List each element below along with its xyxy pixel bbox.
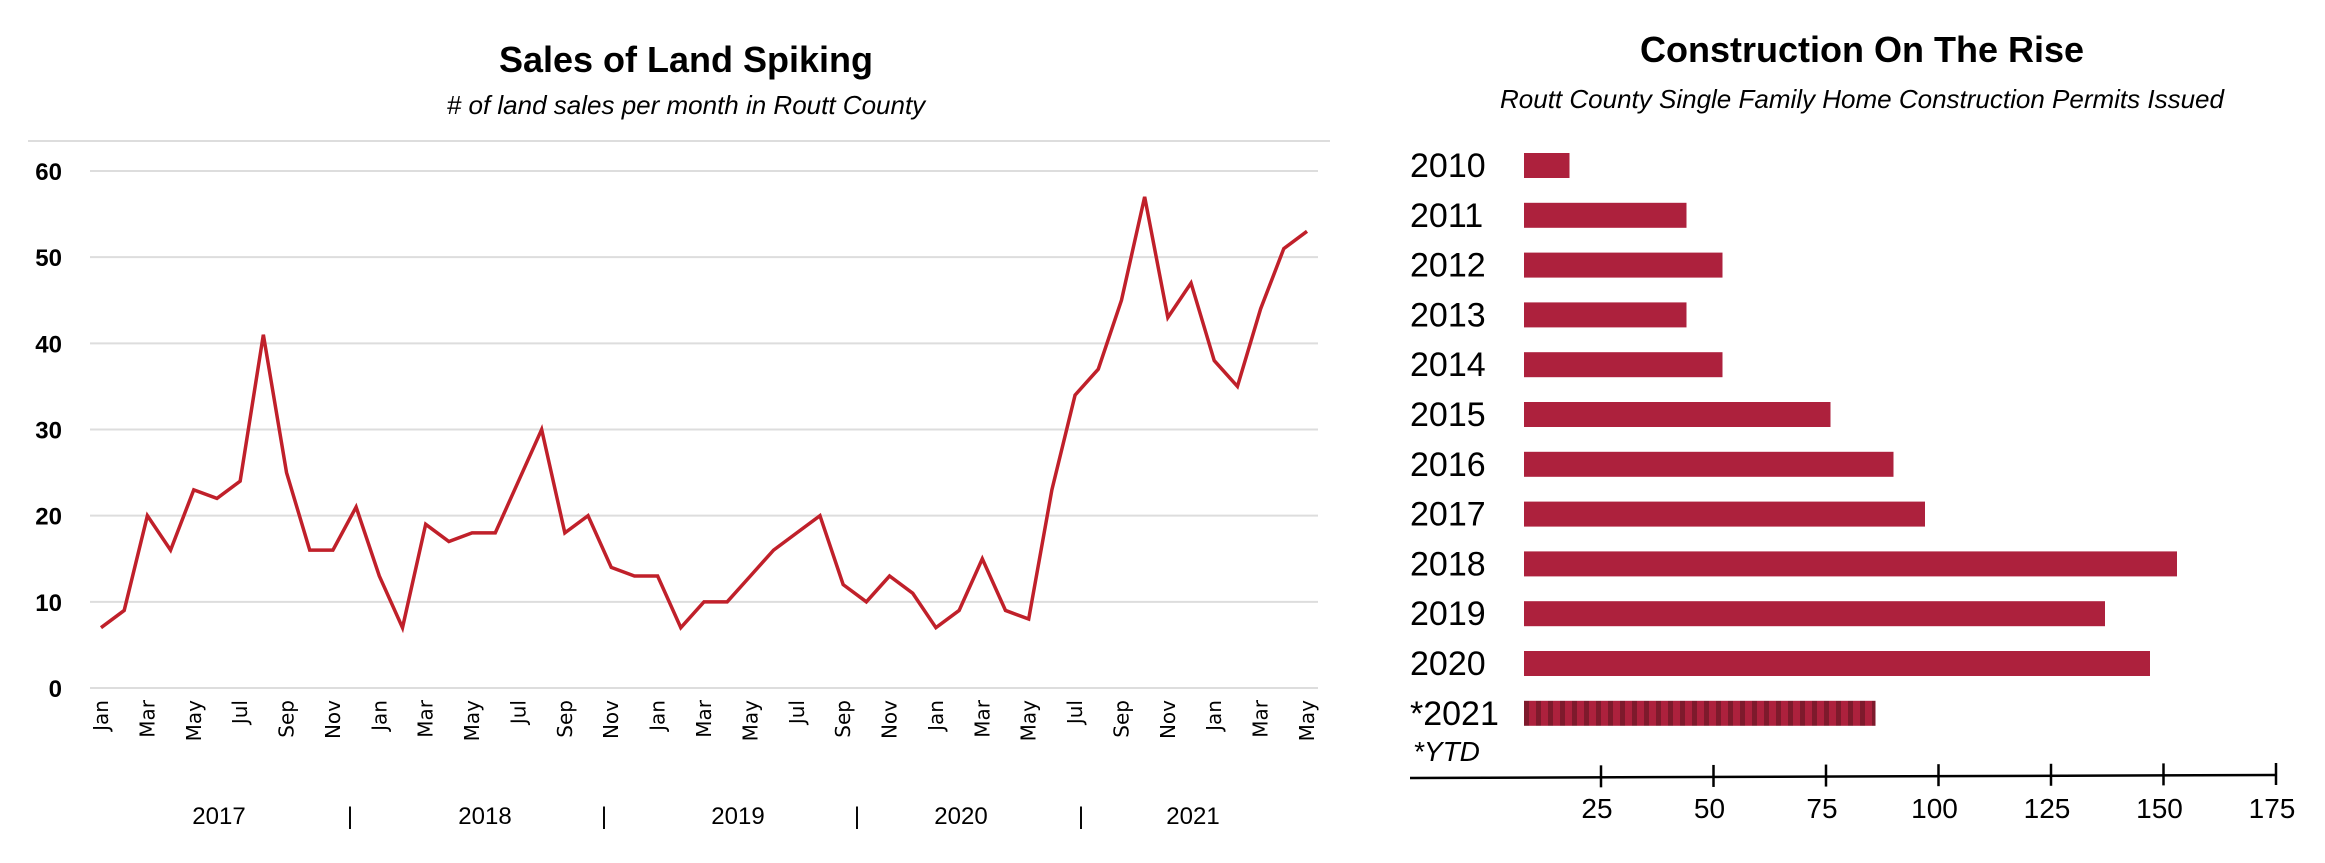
land-sales-chart: Sales of Land Spiking # of land sales pe… [28, 39, 1330, 830]
bar-category-label: 2017 [1410, 496, 1486, 534]
year-label: 2017 [192, 803, 245, 830]
year-separator: | [347, 803, 353, 830]
bar-category-label: 2016 [1410, 446, 1486, 484]
x-tick-label: 100 [1911, 793, 1958, 824]
x-tick-label: 50 [1694, 793, 1725, 824]
x-tick-label: Mar [135, 699, 159, 738]
year-label: 2018 [458, 803, 511, 830]
x-tick-label: Mar [970, 699, 994, 738]
x-tick-label: Nov [321, 700, 345, 739]
x-tick-label: Jan [924, 700, 948, 733]
land-sales-title: Sales of Land Spiking [499, 39, 873, 80]
x-tick-label: Jul [1063, 700, 1087, 726]
x-tick-label: Sep [275, 700, 299, 738]
y-tick-label: 30 [35, 418, 62, 445]
land-sales-subtitle: # of land sales per month in Routt Count… [447, 90, 927, 120]
x-tick-label: Jan [646, 700, 670, 733]
bar [1524, 202, 1687, 228]
bar-category-label: 2014 [1410, 346, 1486, 384]
ytd-note: *YTD [1413, 736, 1480, 767]
bar [1524, 252, 1723, 278]
year-label: 2020 [934, 803, 987, 830]
bar [1524, 451, 1894, 477]
bar [1524, 501, 1925, 527]
y-tick-label: 60 [35, 159, 62, 186]
x-tick-label: Mar [692, 699, 716, 738]
bar [1524, 551, 2177, 577]
bar [1524, 402, 1831, 427]
year-separator: | [1078, 803, 1084, 830]
x-tick-label: Nov [1156, 700, 1180, 739]
bar [1524, 153, 1570, 178]
x-tick-label: Mar [1249, 699, 1273, 738]
y-tick-label: 20 [35, 504, 62, 531]
bar-category-label: *2021 [1410, 695, 1499, 733]
x-tick-label: 150 [2136, 793, 2183, 824]
bar-category-label: 2012 [1410, 247, 1486, 285]
year-label: 2019 [711, 803, 764, 830]
x-tick-label: 175 [2249, 793, 2296, 824]
x-tick-label: Nov [878, 700, 902, 739]
x-tick-label: Sep [831, 700, 855, 738]
permits-title: Construction On The Rise [1640, 29, 2084, 70]
x-axis-line [1409, 773, 2277, 780]
x-tick-label: Nov [599, 700, 623, 739]
x-tick-label: May [460, 700, 484, 742]
permits-chart: Construction On The Rise Routt County Si… [1409, 29, 2296, 824]
x-tick-label: Jul [506, 700, 530, 726]
bar-category-label: 2013 [1410, 296, 1486, 334]
x-tick-label: Mar [414, 699, 438, 738]
x-tick-label: 25 [1581, 793, 1612, 824]
bar [1524, 651, 2150, 676]
permits-subtitle: Routt County Single Family Home Construc… [1500, 84, 2225, 114]
bar [1524, 302, 1687, 328]
x-tick-label: 125 [2024, 793, 2071, 824]
bar [1524, 352, 1723, 378]
x-tick-label: May [182, 700, 206, 742]
x-tick-label: Jan [367, 700, 391, 733]
x-tick-label: Jan [1202, 700, 1226, 733]
y-tick-label: 40 [35, 331, 62, 358]
bar-category-label: 2015 [1410, 396, 1486, 434]
bar [1524, 601, 2105, 627]
x-tick-label: Sep [1109, 700, 1133, 738]
bar-category-label: 2019 [1410, 595, 1486, 633]
x-tick-label: Jul [785, 700, 809, 726]
x-tick-label: May [1017, 700, 1041, 742]
x-tick-label: Jan [89, 700, 113, 733]
bar-category-label: 2020 [1410, 645, 1486, 683]
y-tick-label: 0 [49, 676, 62, 703]
year-separator: | [601, 803, 607, 830]
y-tick-label: 10 [35, 590, 62, 617]
x-tick-label: 75 [1806, 793, 1837, 824]
year-label: 2021 [1166, 803, 1219, 830]
bar-category-label: 2018 [1410, 545, 1486, 583]
x-tick-label: Jul [228, 700, 252, 726]
bar [1524, 700, 1876, 726]
x-tick-label: May [738, 700, 762, 742]
bar-category-label: 2010 [1410, 147, 1486, 185]
land-sales-line [99, 196, 1309, 634]
x-tick-label: Sep [553, 700, 577, 738]
x-tick-label: May [1295, 700, 1319, 742]
bar-category-label: 2011 [1410, 197, 1483, 235]
y-tick-label: 50 [35, 245, 62, 272]
year-separator: | [854, 803, 860, 830]
